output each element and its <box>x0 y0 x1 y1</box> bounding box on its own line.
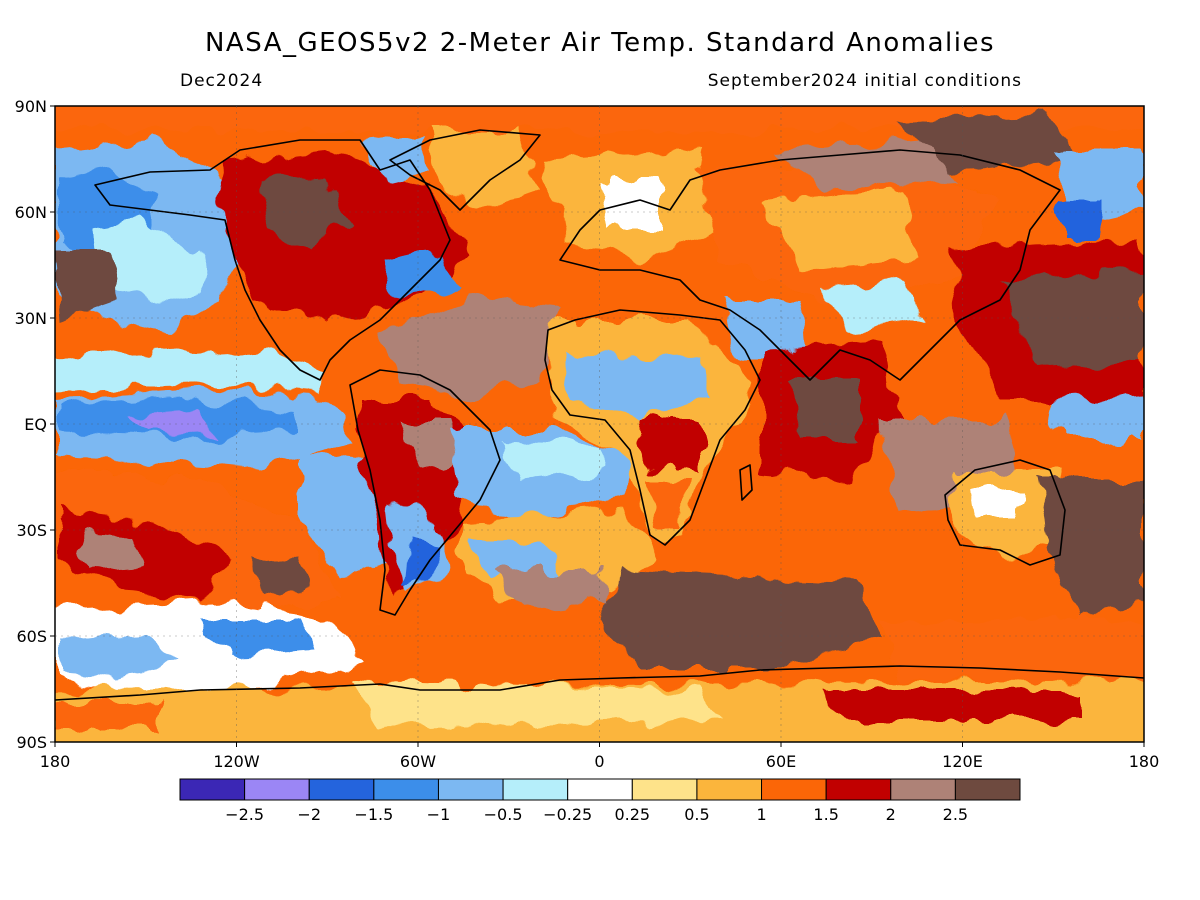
colorbar-label: 0.25 <box>614 805 650 824</box>
colorbar-swatch <box>502 778 569 801</box>
longitude-axis: 180 120W 60W 0 60E 120E 180 <box>40 742 1160 771</box>
colorbar-label: 2.5 <box>943 805 968 824</box>
lon-tick-label: 180 <box>40 752 71 771</box>
colorbar <box>179 778 1021 801</box>
colorbar-swatch <box>631 778 698 801</box>
colorbar-label: 2 <box>886 805 896 824</box>
lat-tick-label: 30S <box>16 521 47 540</box>
colorbar-label: −2.5 <box>225 805 264 824</box>
map-title: NASA_GEOS5v2 2-Meter Air Temp. Standard … <box>204 28 996 58</box>
colorbar-labels: −2.5 −2 −1.5 −1 −0.5 −0.25 0.25 0.5 1 1.5 2 2.5 <box>225 805 968 824</box>
lat-tick-label: EQ <box>24 415 47 434</box>
lon-tick-label: 180 <box>1129 752 1160 771</box>
colorbar-swatch <box>761 778 827 801</box>
colorbar-swatch <box>825 778 892 801</box>
colorbar-label: 1.5 <box>813 805 838 824</box>
colorbar-swatch <box>308 778 375 801</box>
anomaly-field <box>55 106 1144 742</box>
lat-tick-label: 60N <box>15 203 47 222</box>
graticule <box>55 106 1144 742</box>
colorbar-label: −1.5 <box>354 805 393 824</box>
coastlines <box>55 129 1144 701</box>
lat-tick-label: 30N <box>15 309 47 328</box>
colorbar-label: −0.5 <box>484 805 523 824</box>
colorbar-swatch <box>373 778 439 801</box>
colorbar-swatch <box>954 778 1021 801</box>
lat-tick-label: 90N <box>15 97 47 116</box>
lon-tick-label: 60W <box>400 752 436 771</box>
valid-month-label: Dec2024 <box>180 71 264 91</box>
colorbar-label: 0.5 <box>684 805 709 824</box>
init-conditions-label: September2024 initial conditions <box>707 71 1022 91</box>
colorbar-swatch <box>696 778 763 801</box>
lon-tick-label: 0 <box>594 752 604 771</box>
latitude-axis: 90N 60N 30N EQ 30S 60S 90S <box>15 97 55 752</box>
lon-tick-label: 60E <box>766 752 796 771</box>
colorbar-swatch <box>437 778 504 801</box>
lon-tick-label: 120W <box>213 752 260 771</box>
colorbar-label: −1 <box>427 805 451 824</box>
colorbar-swatch <box>179 778 246 801</box>
lat-tick-label: 90S <box>16 733 47 752</box>
colorbar-swatch <box>567 778 633 801</box>
colorbar-swatch <box>244 778 310 801</box>
lat-tick-label: 60S <box>16 627 47 646</box>
colorbar-label: −0.25 <box>543 805 592 824</box>
colorbar-label: −2 <box>297 805 321 824</box>
colorbar-swatch <box>890 778 956 801</box>
colorbar-label: 1 <box>756 805 766 824</box>
lon-tick-label: 120E <box>942 752 983 771</box>
